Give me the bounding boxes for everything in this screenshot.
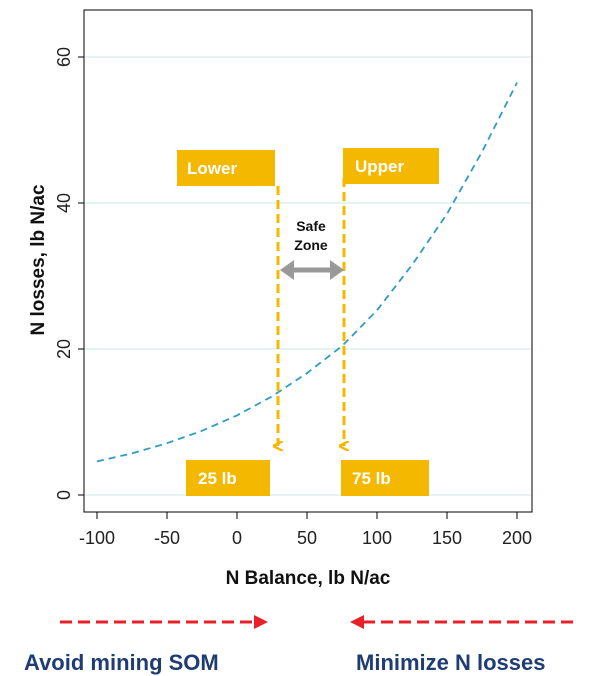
x-tick-label: 0 [232, 528, 242, 548]
y-tick-label: 40 [54, 193, 74, 213]
series-line [96, 82, 518, 463]
y-tick-label: 20 [54, 339, 74, 359]
lower-value-label: 25 lb [198, 469, 237, 488]
plot-frame [83, 9, 533, 513]
lower-value-box [186, 460, 270, 496]
x-tick-label: 200 [502, 528, 532, 548]
upper-label: Upper [355, 157, 405, 176]
upper-label-box [343, 148, 439, 184]
safe-zone-annotation: Safe Zone [280, 218, 344, 280]
x-axis-ticks: -100 -50 0 50 100 150 200 [79, 512, 532, 548]
series-layer [96, 82, 518, 463]
upper-annotation: Upper 75 lb [341, 148, 439, 496]
right-caption: Minimize N losses [356, 650, 546, 675]
y-tick-label: 0 [54, 490, 74, 500]
x-tick-label: 100 [362, 528, 392, 548]
safe-zone-label-line1: Safe [296, 218, 326, 234]
x-tick-label: 150 [432, 528, 462, 548]
y-axis-ticks: 0 20 40 60 [54, 47, 84, 500]
grid-layer [85, 56, 531, 496]
upper-value-box [341, 460, 429, 496]
y-tick-label: 60 [54, 47, 74, 67]
x-axis-title: N Balance, lb N/ac [226, 568, 391, 589]
x-tick-label: -50 [154, 528, 180, 548]
safe-zone-label-line2: Zone [294, 237, 328, 253]
x-tick-label: -100 [79, 528, 115, 548]
upper-value-label: 75 lb [352, 469, 391, 488]
lower-annotation: Lower 25 lb [177, 150, 278, 496]
lower-label: Lower [187, 159, 237, 178]
y-axis-title: N losses, lb N/ac [28, 184, 49, 335]
lower-label-box [177, 150, 275, 186]
x-tick-label: 50 [297, 528, 317, 548]
left-caption: Avoid mining SOM [24, 650, 219, 675]
right-caption-arrow-icon [350, 615, 578, 629]
left-caption-arrow-icon [60, 615, 268, 629]
safe-zone-double-arrow-icon [280, 260, 344, 280]
